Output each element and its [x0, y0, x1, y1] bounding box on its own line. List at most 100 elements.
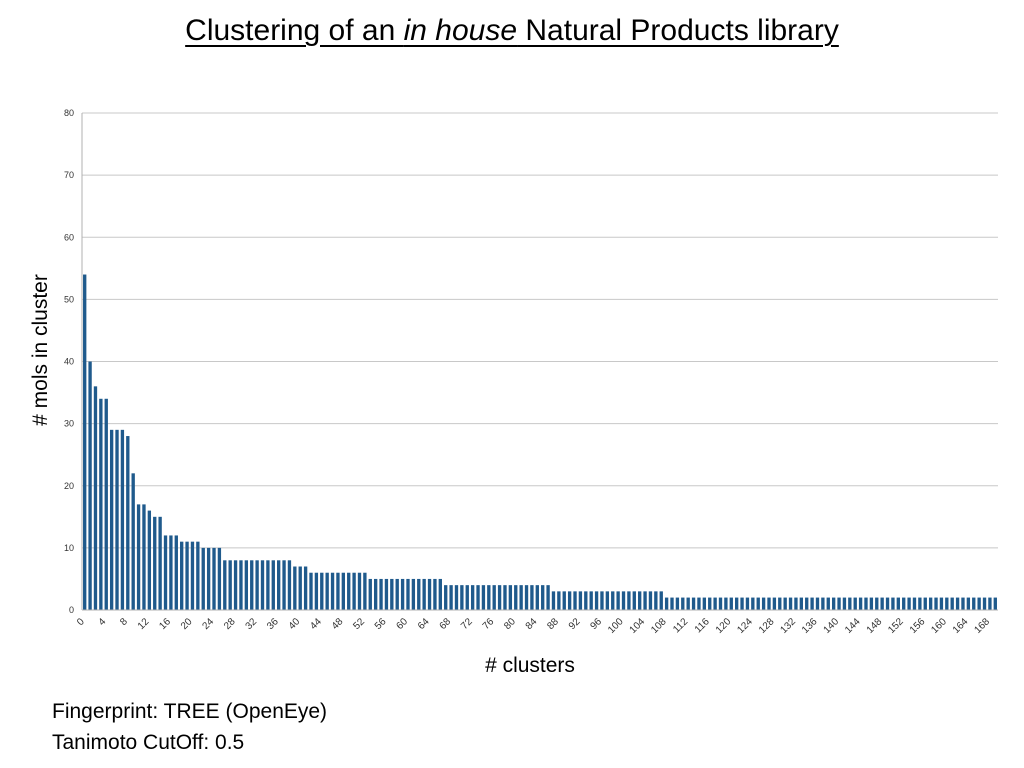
- y-tick-label: 10: [64, 543, 74, 553]
- y-tick-label: 60: [64, 232, 74, 242]
- bar: [433, 578, 437, 610]
- bar: [702, 597, 707, 610]
- bar: [309, 572, 313, 610]
- bar: [541, 585, 545, 610]
- x-tick-label: 164: [951, 616, 971, 636]
- bar: [902, 597, 906, 610]
- bar: [885, 597, 890, 610]
- bar: [320, 572, 324, 610]
- bar: [406, 578, 410, 610]
- bar: [740, 597, 744, 610]
- bar: [120, 429, 125, 610]
- bar: [751, 597, 755, 610]
- bar: [126, 436, 130, 610]
- bar: [368, 578, 372, 610]
- x-tick-label: 108: [649, 616, 669, 636]
- bar: [611, 591, 615, 610]
- x-axis-title: # clusters: [485, 654, 575, 677]
- bar: [341, 572, 345, 610]
- bar: [395, 578, 399, 610]
- bar: [487, 585, 491, 610]
- bar: [745, 597, 750, 610]
- bar: [535, 585, 539, 610]
- x-tick-label: 20: [179, 616, 195, 632]
- x-tick-label: 16: [157, 616, 173, 632]
- x-tick-label: 24: [200, 616, 216, 632]
- bar: [686, 597, 690, 610]
- bar: [632, 591, 636, 610]
- bar: [233, 560, 238, 610]
- bar: [977, 597, 981, 610]
- bar: [697, 597, 701, 610]
- bar: [185, 541, 189, 610]
- x-tick-label: 68: [438, 616, 454, 632]
- bar: [201, 547, 205, 610]
- bar: [83, 274, 87, 610]
- y-tick-label: 40: [64, 357, 74, 367]
- bar: [675, 597, 680, 610]
- y-axis-title-text: # mols in cluster: [29, 274, 52, 426]
- bar: [282, 560, 286, 610]
- bar: [681, 597, 685, 610]
- x-tick-label: 120: [714, 616, 734, 636]
- bar: [589, 591, 593, 610]
- bar: [659, 591, 663, 610]
- x-tick-label: 8: [118, 616, 130, 628]
- x-tick-label: 124: [735, 616, 755, 636]
- x-tick-label: 64: [416, 616, 432, 632]
- bar: [438, 578, 442, 610]
- bar: [799, 597, 803, 610]
- bar: [212, 547, 216, 610]
- x-tick-label: 76: [481, 616, 497, 632]
- bar: [88, 361, 92, 610]
- bar: [449, 585, 453, 610]
- x-tick-label: 48: [330, 616, 346, 632]
- bar: [524, 585, 529, 610]
- bar: [934, 597, 938, 610]
- y-tick-label: 50: [64, 294, 74, 304]
- x-tick-label: 56: [373, 616, 389, 632]
- x-tick-label: 116: [693, 616, 712, 635]
- x-tick-label: 44: [308, 616, 324, 632]
- bar: [605, 591, 610, 610]
- bar: [379, 578, 383, 610]
- bar: [352, 572, 356, 610]
- bar: [761, 597, 766, 610]
- bar: [481, 585, 486, 610]
- bar: [826, 597, 830, 610]
- bar: [330, 572, 335, 610]
- x-tick-label: 4: [97, 616, 109, 628]
- x-tick-label: 88: [545, 616, 561, 632]
- bar: [783, 597, 787, 610]
- axes: [81, 113, 998, 611]
- bar: [950, 597, 954, 610]
- bar: [756, 597, 760, 610]
- bar: [972, 597, 976, 610]
- bar: [718, 597, 723, 610]
- bar: [530, 585, 534, 610]
- bar: [670, 597, 674, 610]
- bar: [206, 547, 211, 610]
- bar: [896, 597, 900, 610]
- y-tick-label: 30: [64, 419, 74, 429]
- bar: [794, 597, 798, 610]
- bar: [163, 535, 168, 610]
- bar: [939, 597, 944, 610]
- bar: [497, 585, 502, 610]
- x-tick-label: 168: [972, 616, 992, 636]
- x-tick-label: 40: [287, 616, 303, 632]
- bar: [853, 597, 857, 610]
- bar: [174, 535, 178, 610]
- bar: [298, 566, 302, 610]
- bar: [842, 597, 847, 610]
- bar: [567, 591, 572, 610]
- x-tick-labels: 0 4 8 12 16 20 24 28 32 36 40 44 48 52 56 60 64 68 72 76 80 8…: [75, 616, 992, 636]
- bar: [422, 578, 426, 610]
- x-tick-label: 144: [843, 616, 863, 636]
- bar: [104, 398, 108, 610]
- bar: [988, 597, 992, 610]
- bar: [875, 597, 879, 610]
- bar: [664, 597, 669, 610]
- bar: [928, 597, 933, 610]
